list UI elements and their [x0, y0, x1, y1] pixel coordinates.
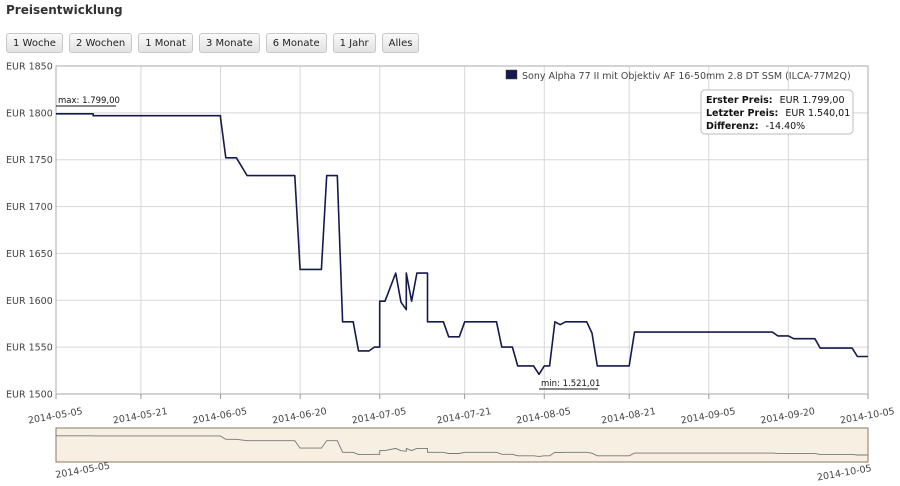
- range-button-3-monate[interactable]: 3 Monate: [198, 33, 260, 53]
- navigator[interactable]: 2014-05-05 2014-10-05: [55, 427, 873, 484]
- difference-value: -14.40%: [766, 121, 806, 132]
- y-tick-label: EUR 1600: [6, 296, 53, 307]
- y-tick-label: EUR 1500: [6, 390, 53, 401]
- legend-label: Sony Alpha 77 II mit Objektiv AF 16-50mm…: [522, 71, 851, 82]
- price-info-box: Erster Preis: EUR 1.799,00 Letzter Preis…: [700, 89, 854, 135]
- min-annotation: min: 1.521,01: [541, 379, 600, 389]
- navigator-line: [56, 435, 868, 457]
- range-button-1-jahr[interactable]: 1 Jahr: [332, 33, 376, 53]
- first-price-value: EUR 1.799,00: [780, 95, 845, 106]
- price-line: [56, 113, 868, 376]
- range-button-6-monate[interactable]: 6 Monate: [265, 33, 327, 53]
- y-tick-label: EUR 1700: [6, 202, 53, 213]
- x-tick-label: 2014-10-05: [839, 406, 895, 426]
- range-button-alles[interactable]: Alles: [381, 33, 420, 53]
- y-tick-label: EUR 1850: [6, 62, 53, 73]
- range-button-1-monat[interactable]: 1 Monat: [138, 33, 193, 53]
- y-tick-label: EUR 1550: [6, 343, 53, 354]
- y-tick-label: EUR 1750: [6, 155, 53, 166]
- navigator-end-label: 2014-10-05: [816, 463, 872, 483]
- price-difference: Differenz: -14.40%: [706, 121, 805, 132]
- x-tick-label: 2014-09-20: [760, 406, 816, 426]
- legend[interactable]: Sony Alpha 77 II mit Objektiv AF 16-50mm…: [505, 69, 851, 82]
- legend-swatch: [505, 69, 518, 80]
- navigator-start-label: 2014-05-05: [55, 461, 111, 481]
- last-price-label: Letzter Preis:: [706, 108, 778, 119]
- x-tick-label: 2014-05-05: [27, 406, 83, 426]
- x-tick-label: 2014-08-21: [600, 406, 656, 426]
- page-title: Preisentwicklung: [6, 3, 123, 17]
- x-tick-label: 2014-07-21: [436, 406, 492, 426]
- last-price: Letzter Preis: EUR 1.540,01: [706, 108, 850, 119]
- navigator-window[interactable]: [55, 427, 869, 463]
- y-tick-label: EUR 1800: [6, 108, 53, 119]
- range-button-1-woche[interactable]: 1 Woche: [6, 33, 63, 53]
- x-tick-label: 2014-07-05: [351, 406, 407, 426]
- first-price-label: Erster Preis:: [706, 95, 773, 106]
- y-axis: EUR 1500 EUR 1550 EUR 1600 EUR 1650 EUR 1700…: [6, 62, 53, 401]
- last-price-value: EUR 1.540,01: [785, 108, 850, 119]
- x-tick-label: 2014-06-20: [271, 406, 327, 426]
- x-tick-label: 2014-06-05: [192, 406, 248, 426]
- info-box-frame: [700, 89, 854, 135]
- difference-label: Differenz:: [706, 121, 759, 132]
- x-tick-label: 2014-08-05: [515, 406, 571, 426]
- plot-area: [55, 65, 869, 395]
- x-tick-label: 2014-05-21: [112, 406, 168, 426]
- y-tick-label: EUR 1650: [6, 249, 53, 260]
- range-selector: 1 Woche 2 Wochen 1 Monat 3 Monate 6 Mona…: [6, 33, 420, 53]
- max-annotation: max: 1.799,00: [58, 96, 120, 106]
- range-button-2-wochen[interactable]: 2 Wochen: [68, 33, 133, 53]
- x-axis: 2014-05-05 2014-05-21 2014-06-05 2014-06-20…: [27, 394, 896, 427]
- x-tick-label: 2014-09-05: [680, 406, 736, 426]
- first-price: Erster Preis: EUR 1.799,00: [706, 95, 845, 106]
